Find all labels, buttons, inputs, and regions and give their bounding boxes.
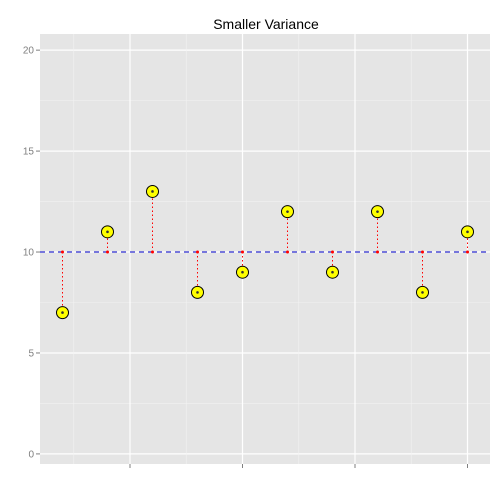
data-point-center — [106, 230, 109, 234]
residual-origin-point — [61, 250, 64, 254]
y-tick-label: 5 — [28, 348, 34, 359]
data-point-center — [421, 291, 424, 294]
data-point-center — [286, 210, 289, 213]
y-axis: 0 5 10 15 20 — [23, 46, 468, 468]
y-tick-label: 15 — [23, 147, 35, 158]
data-points — [56, 184, 474, 320]
grid — [40, 34, 490, 464]
residual-origin-point — [196, 250, 199, 254]
residual-origin-point — [466, 250, 469, 254]
data-point-center — [376, 210, 379, 213]
y-tick-label: 0 — [28, 449, 34, 460]
residual-origin-point — [106, 250, 109, 254]
residual-origin-point — [331, 250, 334, 254]
data-point-center — [241, 270, 244, 274]
data-point-center — [331, 270, 334, 274]
residual-origin-point — [151, 250, 154, 254]
residual-origin-point — [286, 250, 289, 254]
residual-origin-point — [241, 250, 244, 254]
y-tick-label: 10 — [23, 248, 35, 259]
data-point-center — [61, 311, 64, 314]
data-point-center — [151, 190, 154, 193]
residual-origin-point — [376, 250, 379, 254]
residual-origin-point — [421, 250, 424, 254]
y-tick-label: 20 — [23, 46, 35, 57]
chart-title: Smaller Variance — [213, 16, 319, 32]
data-point-center — [466, 230, 469, 234]
data-point-center — [196, 291, 199, 294]
plot-panel — [40, 34, 490, 464]
